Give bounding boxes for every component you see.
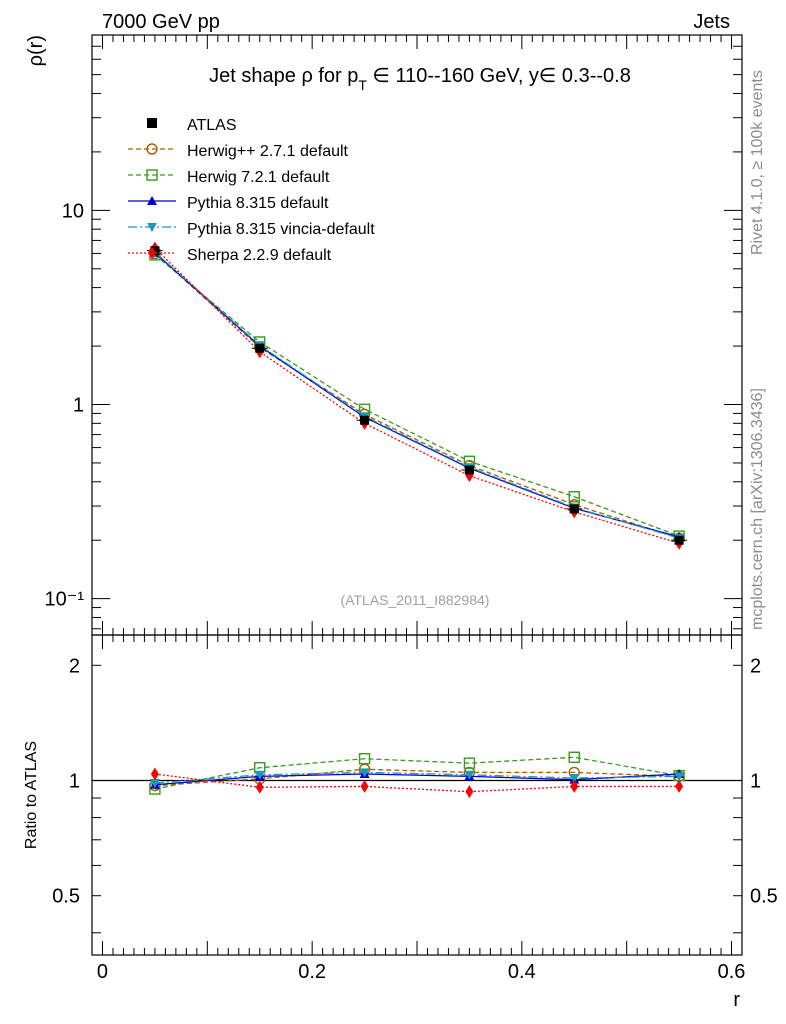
main-panel: 10⁻¹ 1 10 Jet shape ρ for pT ∈ 110--160 Ge… [25,34,743,636]
series-point-1 [568,491,580,503]
category-label: Jets [693,11,730,33]
ratio-point-3 [464,770,475,780]
collision-label: 7000 GeV pp [102,11,220,33]
ratio-point-3 [149,779,160,789]
ratio-frame [91,634,743,956]
chart-title: Jet shape ρ for pT ∈ 110--160 GeV, y∈ 0.… [209,65,631,93]
ratio-point-1 [463,757,476,769]
ratio-y-axis-label: Ratio to ATLAS [23,741,40,849]
ratio-point-4 [150,767,159,781]
legend-marker-0 [146,143,158,155]
legend-marker-1 [146,169,158,181]
ratio-tick-label-right: 1 [750,771,761,793]
ratio-point-4 [255,780,264,794]
legend-marker-atlas [147,118,157,128]
legend-label-1: Herwig 7.2.1 default [187,169,330,186]
ratio-point-3 [674,772,685,782]
ratio-line-3 [154,771,680,784]
legend-label-3: Pythia 8.315 vincia-default [187,221,375,238]
rivet-version-label: Rivet 4.1.0, ≥ 100k events [749,70,766,255]
main-ticks: 10⁻¹ 1 10 [45,34,743,635]
ratio-point-4 [675,779,684,793]
legend-marker-2 [147,196,157,205]
series-line-3 [154,251,680,539]
series-line-0 [154,252,680,539]
legend-marker-4 [148,246,156,260]
ratio-point-4 [465,785,474,799]
ratio-line-4 [154,773,680,793]
ratio-ticks: 0.5 0.5 1 1 2 2 [52,635,778,955]
legend-marker-3 [147,223,157,232]
ratio-point-1 [358,753,371,765]
series-line-1 [154,254,680,537]
ratio-point-4 [570,779,579,793]
ratio-point-1 [568,751,580,763]
ratio-line-2 [154,773,680,786]
analysis-label: (ATLAS_2011_I882984) [341,592,490,608]
series-line-2 [154,252,680,538]
mcplots-label: mcplots.cern.ch [arXiv:1306.3436] [749,388,766,630]
ratio-point-3 [569,774,580,784]
legend-label-0: Herwig++ 2.7.1 default [187,143,349,160]
series-line-4 [154,247,680,544]
ratio-point-3 [254,770,265,780]
legend-label-4: Sherpa 2.2.9 default [187,247,332,264]
x-tick-label: 0.6 [718,961,746,983]
ratio-point-3 [359,768,370,778]
ratio-series [149,751,685,799]
y-axis-label: ρ(r) [25,35,47,66]
ratio-panel: 0.5 0.5 1 1 2 2 Ratio to ATLAS [23,634,778,956]
y-tick-label: 10⁻¹ [45,589,85,611]
y-tick-label: 10 [62,200,84,222]
main-series [146,241,688,550]
x-axis-label: r [733,989,740,1011]
ratio-tick-label: 2 [69,655,80,677]
legend: ATLAS Herwig++ 2.7.1 default Herwig 7.2.1 … [128,117,375,264]
x-tick-label: 0.2 [298,961,326,983]
legend-label-atlas: ATLAS [187,117,237,134]
x-tick-label: 0 [97,961,108,983]
y-tick-label: 1 [73,395,84,417]
x-tick-labels: 0 0.2 0.4 0.6 [97,961,746,983]
ratio-point-4 [360,779,369,793]
ratio-line-1 [154,756,680,790]
ratio-tick-label-right: 2 [750,655,761,677]
x-tick-label: 0.4 [508,961,536,983]
ratio-tick-label: 1 [69,771,80,793]
legend-label-2: Pythia 8.315 default [187,195,329,212]
ratio-tick-label: 0.5 [52,886,80,908]
ratio-tick-label-right: 0.5 [750,886,778,908]
